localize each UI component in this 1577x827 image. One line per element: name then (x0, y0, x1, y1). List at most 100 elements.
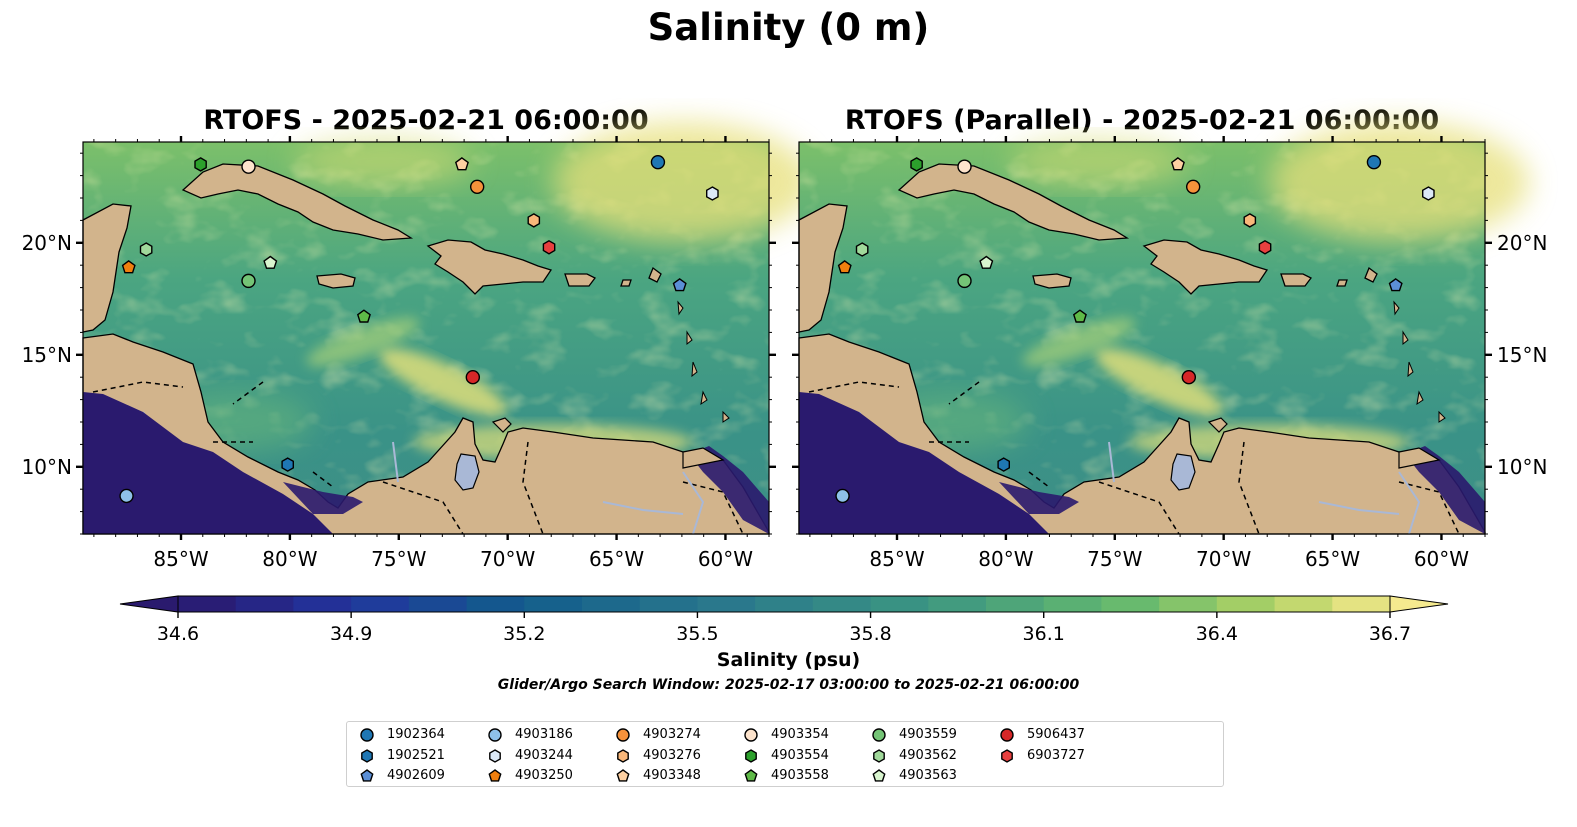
legend-label: 6903727 (1027, 747, 1085, 763)
float-marker-1902364-parallel (1366, 154, 1382, 170)
float-marker-4903250 (121, 260, 136, 274)
legend-label: 4903244 (515, 747, 573, 763)
hexagon-marker-icon (489, 748, 501, 763)
float-marker-6903727 (542, 239, 556, 255)
colorbar-cell (812, 596, 872, 612)
float-marker-6903727-parallel (1258, 239, 1272, 255)
colorbar-cell (870, 596, 929, 612)
legend-label: 1902521 (387, 747, 445, 763)
float-marker-4903276 (527, 213, 541, 228)
float-marker-4903186 (119, 488, 134, 504)
pentagon-marker-icon (488, 769, 502, 782)
lat-tick-label-right: 15°N (1497, 343, 1547, 367)
legend-label: 4903274 (643, 727, 701, 742)
float-marker-4903348 (454, 157, 469, 171)
pentagon-marker-icon (872, 769, 886, 782)
colorbar-cell (1101, 596, 1160, 612)
lon-tick-label: 80°W (978, 547, 1033, 571)
pentagon-marker-icon (744, 769, 758, 782)
float-marker-4903559-parallel (957, 273, 972, 289)
colorbar-label: Salinity (psu) (716, 649, 861, 671)
circle-marker-icon (616, 728, 630, 742)
legend-label: 4903563 (899, 768, 957, 783)
lon-tick-label: 60°W (1414, 547, 1469, 571)
legend-label: 4903558 (771, 768, 829, 783)
colorbar-cell (1159, 596, 1218, 612)
colorbar-cell (293, 596, 352, 612)
colorbar-tick-label: 36.7 (1369, 623, 1411, 640)
float-marker-4903274-parallel (1185, 179, 1201, 194)
float-marker-5906437 (465, 369, 481, 385)
colorbar-max-arrow (1389, 595, 1449, 613)
legend-label: 4903186 (515, 727, 573, 742)
legend-label: 4903276 (643, 747, 701, 763)
lat-tick-label-right: 20°N (1497, 231, 1547, 255)
lat-tick-label-right: 10°N (1497, 455, 1547, 479)
hexagon-marker-icon (617, 748, 629, 763)
colorbar-tick-label: 36.1 (1023, 623, 1065, 640)
float-marker-4903562 (139, 242, 153, 257)
colorbar-cell (986, 596, 1045, 612)
colorbar-cell (1216, 596, 1276, 612)
legend-label: 4903554 (771, 747, 829, 763)
colorbar-min-arrow (119, 595, 179, 613)
markers-right (835, 154, 1435, 504)
float-marker-4903354-parallel (957, 159, 972, 174)
float-marker-4903562-parallel (855, 242, 869, 257)
hexagon-marker-icon (1001, 748, 1013, 763)
float-marker-4903563-parallel (979, 255, 994, 269)
lat-tick-label-left: 20°N (22, 231, 72, 255)
colorbar-tick-label: 34.9 (330, 623, 372, 640)
lon-tick-label: 70°W (480, 547, 535, 571)
map-panel-right (798, 122, 1529, 535)
float-marker-4903554-parallel (910, 157, 923, 172)
figure-title: Salinity (0 m) (647, 6, 930, 49)
colorbar-cell (235, 596, 295, 612)
map-panel-left (82, 122, 813, 535)
hexagon-marker-icon (361, 748, 373, 763)
legend-label: 5906437 (1027, 727, 1085, 742)
colorbar-cell (928, 596, 987, 612)
float-marker-4903558 (356, 309, 371, 323)
circle-marker-icon (744, 728, 758, 742)
legend-label: 4903348 (643, 768, 701, 783)
float-marker-4902609 (672, 278, 687, 292)
lat-tick-label-left: 10°N (22, 455, 72, 479)
colorbar-cell (639, 596, 699, 612)
circle-marker-icon (360, 728, 374, 742)
colorbar-tick-label: 35.2 (503, 623, 545, 640)
pentagon-marker-icon (616, 769, 630, 782)
float-marker-4902609-parallel (1388, 278, 1403, 292)
search-window-note: Glider/Argo Search Window: 2025-02-17 03… (497, 677, 1080, 693)
colorbar-cell (351, 596, 410, 612)
circle-marker-icon (872, 728, 886, 742)
lon-tick-label: 60°W (698, 547, 753, 571)
float-marker-4903186-parallel (835, 488, 850, 504)
legend-label: 1902364 (387, 727, 445, 742)
float-marker-4903558-parallel (1072, 309, 1087, 323)
float-marker-4903250-parallel (837, 260, 852, 274)
float-marker-4903244-parallel (1422, 186, 1435, 201)
colorbar-tick-label: 36.4 (1196, 623, 1238, 640)
lon-tick-label: 75°W (371, 547, 426, 571)
colorbar: 34.6 34.9 35.2 35.5 35.8 36.1 36.4 36.7 (119, 595, 1449, 640)
panel-title-rtofs: RTOFS - 2025-02-21 06:00:00 (203, 105, 649, 136)
legend: 1902364 1902521 4902609 4903186 4903244 49032… (346, 721, 1224, 787)
float-marker-4903276-parallel (1243, 213, 1257, 228)
colorbar-cell (1274, 596, 1333, 612)
float-marker-4903244 (706, 186, 719, 201)
colorbar-cell (178, 596, 237, 612)
colorbar-cell (524, 596, 583, 612)
lon-tick-label: 80°W (262, 547, 317, 571)
colorbar-cell (755, 596, 814, 612)
float-marker-1902364 (650, 154, 666, 170)
colorbar-tick-label: 35.5 (676, 623, 718, 640)
circle-marker-icon (1000, 728, 1014, 742)
float-marker-4903348-parallel (1170, 157, 1185, 171)
hexagon-marker-icon (873, 748, 885, 763)
float-marker-4903354 (241, 159, 256, 174)
lon-tick-label: 85°W (869, 547, 924, 571)
legend-label: 4903354 (771, 727, 829, 742)
float-marker-1902521 (281, 457, 295, 472)
lon-tick-label: 75°W (1087, 547, 1142, 571)
